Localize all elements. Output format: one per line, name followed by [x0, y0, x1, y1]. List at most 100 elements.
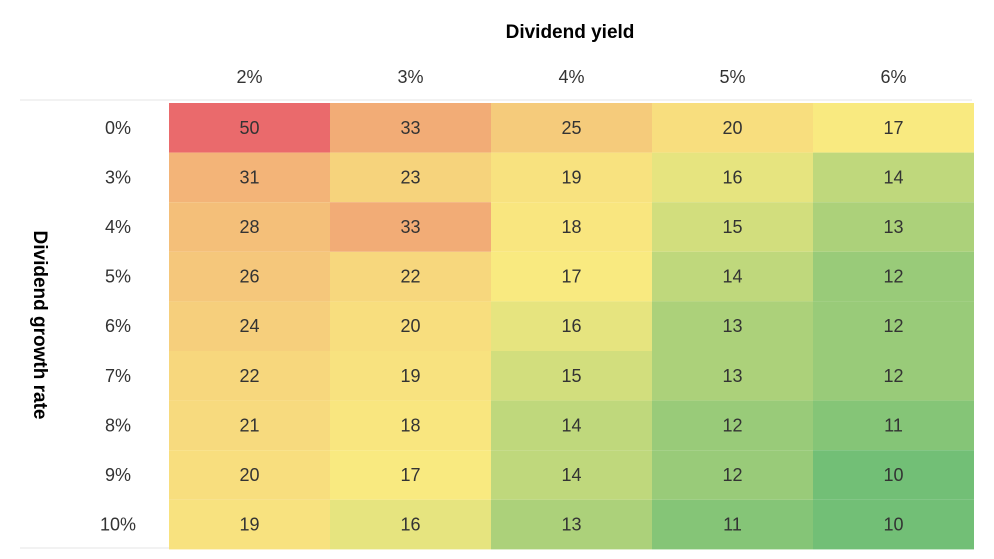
cell-value-label: 20 — [239, 465, 259, 485]
heatmap-cell — [652, 152, 813, 203]
y-tick-label: 4% — [105, 217, 131, 237]
cell-value-label: 11 — [884, 415, 903, 435]
heatmap-cell — [491, 450, 652, 500]
cell-value-label: 16 — [400, 515, 420, 535]
cell-value-label: 31 — [239, 167, 259, 187]
heatmap-cell — [652, 301, 813, 351]
heatmap-cell — [652, 450, 813, 500]
heatmap-cell — [813, 400, 974, 451]
x-tick-label: 6% — [880, 67, 906, 87]
heatmap-cells: 50 33 25 20 17 31 23 19 16 14 28 33 18 15 13 26 22 17 14 12… — [169, 103, 974, 550]
cell-value-label: 13 — [722, 316, 742, 336]
heatmap-cell — [813, 251, 974, 302]
cell-value-label: 16 — [722, 167, 742, 187]
y-tick-label: 6% — [105, 316, 131, 336]
cell-value-label: 14 — [883, 167, 903, 187]
heatmap-cell — [491, 251, 652, 302]
heatmap-cell — [813, 499, 974, 550]
cell-value-label: 10 — [883, 465, 903, 485]
cell-value-label: 26 — [239, 267, 259, 287]
heatmap-cell — [652, 351, 813, 401]
heatmap-cell — [491, 103, 652, 153]
cell-value-label: 15 — [722, 217, 742, 237]
y-tick-labels: 0% 3% 4% 5% 6% 7% 8% 9% 10% — [100, 118, 136, 535]
y-tick-label: 9% — [105, 465, 131, 485]
cell-value-label: 33 — [400, 118, 420, 138]
heatmap-cell — [491, 400, 652, 451]
cell-value-label: 25 — [561, 118, 581, 138]
x-axis-title: Dividend yield — [506, 22, 635, 43]
cell-value-label: 33 — [400, 217, 420, 237]
heatmap-cell — [330, 301, 491, 351]
cell-value-label: 15 — [561, 366, 581, 386]
heatmap-cell — [813, 152, 974, 203]
heatmap-cell — [813, 351, 974, 401]
cell-value-label: 12 — [883, 316, 903, 336]
x-tick-label: 3% — [397, 67, 423, 87]
cell-value-label: 50 — [239, 118, 259, 138]
x-tick-label: 5% — [719, 67, 745, 87]
heatmap-cell — [169, 202, 330, 252]
heatmap-cell — [169, 450, 330, 500]
cell-value-label: 22 — [400, 267, 420, 287]
heatmap-cell — [330, 251, 491, 302]
cell-value-label: 13 — [561, 515, 581, 535]
cell-value-label: 11 — [723, 515, 742, 535]
heatmap-cell — [491, 152, 652, 203]
x-tick-labels: 2% 3% 4% 5% 6% — [236, 67, 906, 87]
x-tick-label: 2% — [236, 67, 262, 87]
cell-value-label: 17 — [561, 267, 581, 287]
heatmap-cell — [169, 400, 330, 451]
heatmap-cell — [652, 400, 813, 451]
cell-value-label: 17 — [400, 465, 420, 485]
heatmap-cell — [491, 499, 652, 550]
cell-value-label: 20 — [722, 118, 742, 138]
heatmap-cell — [169, 499, 330, 550]
heatmap-cell — [652, 103, 813, 153]
cell-value-label: 12 — [883, 366, 903, 386]
heatmap-cell — [813, 301, 974, 351]
heatmap-cell — [169, 152, 330, 203]
heatmap-cell — [330, 202, 491, 252]
heatmap-cell — [652, 202, 813, 252]
cell-value-label: 28 — [239, 217, 259, 237]
cell-value-label: 19 — [561, 167, 581, 187]
heatmap-cell — [330, 351, 491, 401]
heatmap-cell — [169, 351, 330, 401]
heatmap-cell — [491, 202, 652, 252]
heatmap-cell — [169, 301, 330, 351]
cell-value-label: 16 — [561, 316, 581, 336]
cell-value-label: 22 — [239, 366, 259, 386]
cell-value-label: 19 — [400, 366, 420, 386]
cell-value-label: 21 — [239, 415, 259, 435]
y-tick-label: 0% — [105, 118, 131, 138]
heatmap-cell — [330, 450, 491, 500]
cell-value-label: 12 — [722, 415, 742, 435]
cell-value-label: 18 — [400, 415, 420, 435]
cell-value-label: 19 — [239, 515, 259, 535]
heatmap-cell — [330, 499, 491, 550]
cell-value-label: 17 — [883, 118, 903, 138]
y-tick-label: 8% — [105, 415, 131, 435]
heatmap-cell — [652, 251, 813, 302]
heatmap-cell — [491, 351, 652, 401]
cell-value-label: 14 — [722, 267, 742, 287]
heatmap-cell — [491, 301, 652, 351]
heatmap-cell — [813, 450, 974, 500]
heatmap-cell — [813, 103, 974, 153]
heatmap-cell — [330, 152, 491, 203]
x-tick-label: 4% — [558, 67, 584, 87]
cell-value-label: 12 — [722, 465, 742, 485]
cell-value-label: 14 — [561, 415, 581, 435]
cell-value-label: 18 — [561, 217, 581, 237]
cell-value-label: 20 — [400, 316, 420, 336]
cell-value-label: 12 — [883, 267, 903, 287]
cell-value-label: 10 — [883, 515, 903, 535]
cell-value-label: 24 — [239, 316, 259, 336]
y-tick-label: 3% — [105, 167, 131, 187]
cell-value-label: 23 — [400, 167, 420, 187]
cell-value-label: 13 — [883, 217, 903, 237]
y-tick-label: 10% — [100, 515, 136, 535]
y-tick-label: 7% — [105, 366, 131, 386]
